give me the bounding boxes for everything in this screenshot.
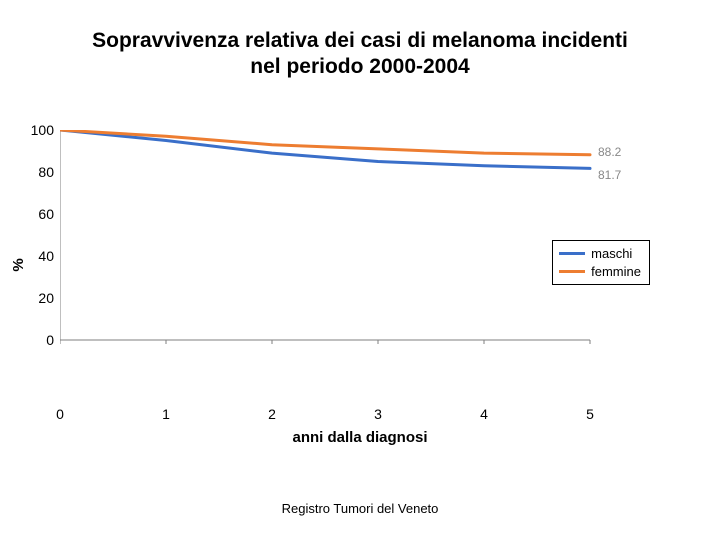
legend-item: maschi [559,245,641,263]
chart-container: % anni dalla diagnosi 020406080100 01234… [60,130,660,400]
x-tick-label: 2 [268,406,276,422]
legend-swatch [559,252,585,255]
legend-item: femmine [559,263,641,281]
x-tick-label: 5 [586,406,594,422]
y-tick-label: 40 [22,248,54,264]
x-axis-label: anni dalla diagnosi [60,429,660,446]
legend-label: femmine [591,263,641,281]
footer-text: Registro Tumori del Veneto [0,501,720,516]
legend-swatch [559,270,585,273]
y-tick-label: 60 [22,206,54,222]
end-value-label: 81.7 [598,168,621,182]
y-tick-label: 20 [22,290,54,306]
chart-title: Sopravvivenza relativa dei casi di melan… [0,28,720,81]
y-tick-label: 100 [22,122,54,138]
x-tick-label: 0 [56,406,64,422]
x-tick-label: 1 [162,406,170,422]
end-value-label: 88.2 [598,145,621,159]
y-tick-label: 0 [22,332,54,348]
y-tick-label: 80 [22,164,54,180]
legend-label: maschi [591,245,632,263]
legend: maschifemmine [552,240,650,285]
x-tick-label: 4 [480,406,488,422]
series-femmine [60,130,590,155]
x-tick-label: 3 [374,406,382,422]
